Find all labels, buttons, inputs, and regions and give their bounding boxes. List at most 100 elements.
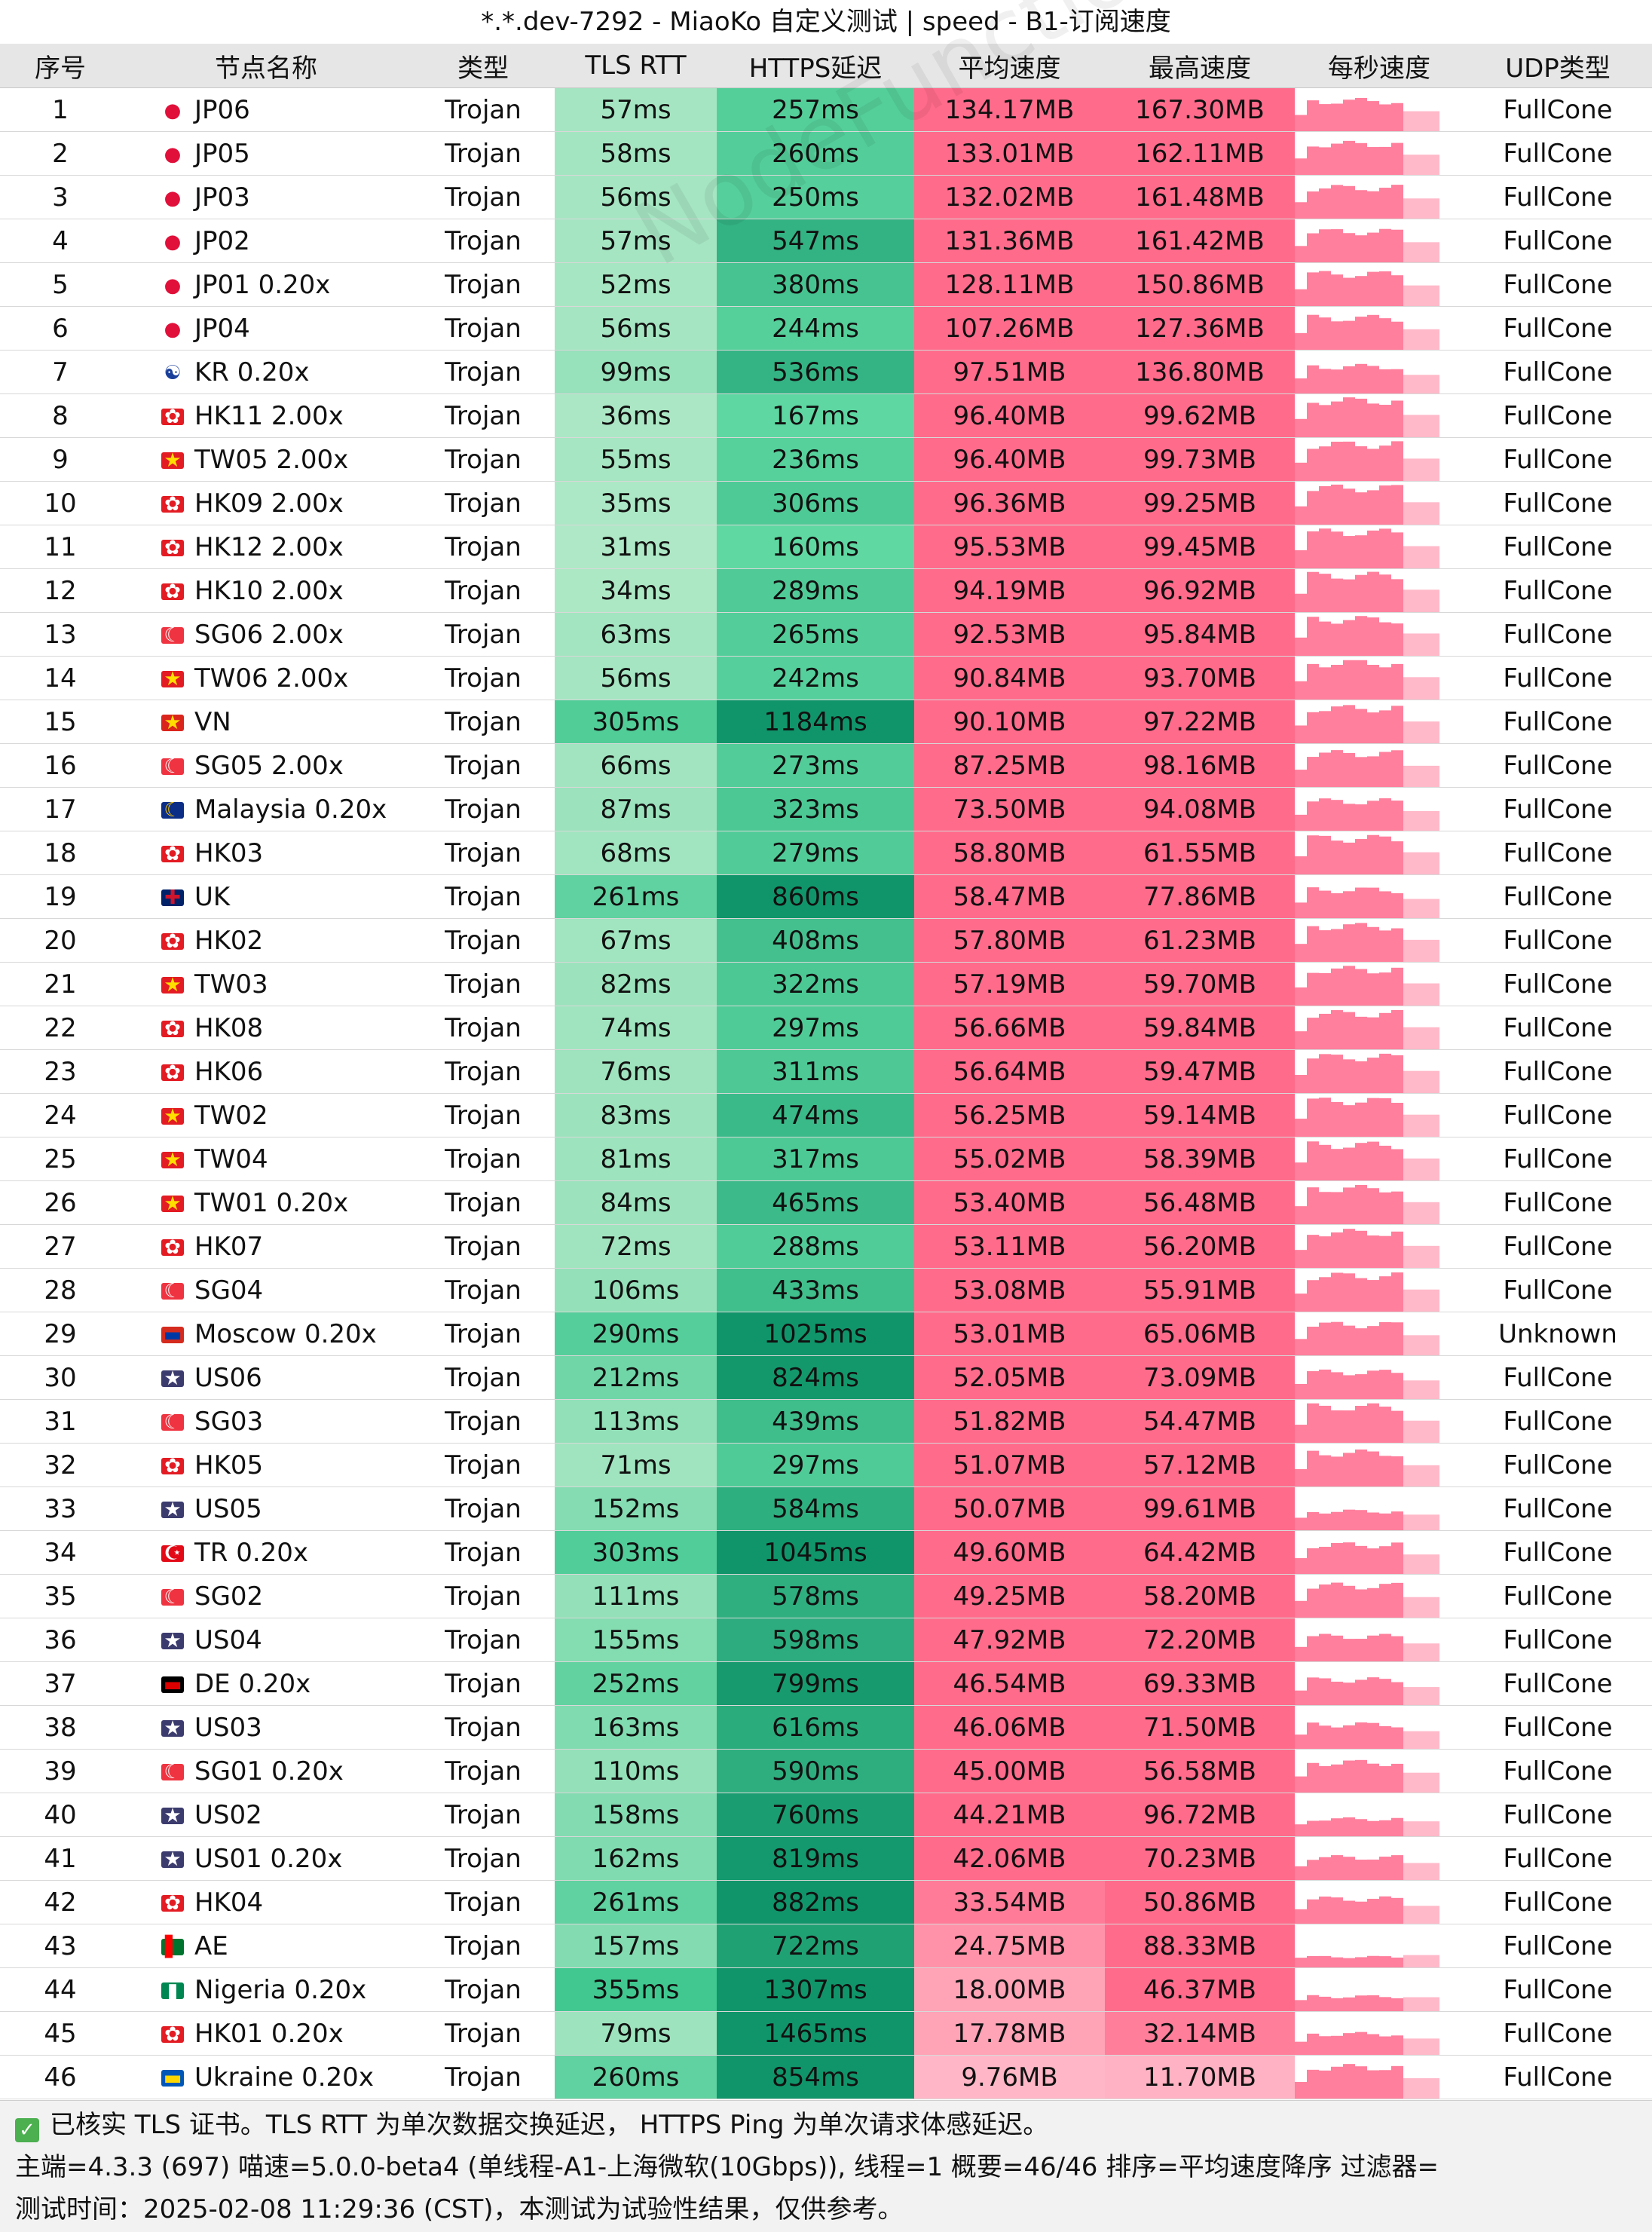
- speed-bar: [1307, 491, 1319, 525]
- table-row[interactable]: 31 ☾ SG03 Trojan 113ms 439ms 51.82MB 54.47MB Ful…: [0, 1399, 1652, 1444]
- speed-bar: [1355, 492, 1367, 525]
- table-row[interactable]: 19 ✚ UK Trojan 261ms 860ms 58.47MB 77.86MB FullC…: [0, 874, 1652, 919]
- speed-bar: [1415, 375, 1427, 393]
- table-row[interactable]: 43 ▌ AE Trojan 157ms 722ms 24.75MB 88.33MB FullC…: [0, 1924, 1652, 1968]
- table-row[interactable]: 17 ☾ Malaysia 0.20x Trojan 87ms 323ms 73.50MB 9…: [0, 787, 1652, 831]
- table-row[interactable]: 23 ✿ HK06 Trojan 76ms 311ms 56.64MB 59.47MB Full…: [0, 1049, 1652, 1094]
- column-header-tls-rtt[interactable]: TLS RTT: [555, 44, 717, 88]
- table-row[interactable]: 5 ● JP01 0.20x Trojan 52ms 380ms 128.11MB 150.8…: [0, 262, 1652, 307]
- table-row[interactable]: 33 ★ US05 Trojan 152ms 584ms 50.07MB 99.61MB Ful…: [0, 1486, 1652, 1531]
- column-header-avg-speed[interactable]: 平均速度: [914, 44, 1105, 88]
- speed-bar: [1391, 275, 1403, 306]
- speed-bar: [1355, 1328, 1367, 1355]
- speed-bar: [1391, 1149, 1403, 1180]
- table-row[interactable]: 29 ▬ Moscow 0.20x Trojan 290ms 1025ms 53.01MB 6…: [0, 1312, 1652, 1356]
- table-row[interactable]: 20 ✿ HK02 Trojan 67ms 408ms 57.80MB 61.23MB Full…: [0, 918, 1652, 963]
- table-row[interactable]: 42 ✿ HK04 Trojan 261ms 882ms 33.54MB 50.86MB Ful…: [0, 1880, 1652, 1924]
- udp-type-value: Unknown: [1464, 1312, 1652, 1356]
- speed-bar: [1295, 1250, 1307, 1268]
- table-row[interactable]: 11 ✿ HK12 2.00x Trojan 31ms 160ms 95.53MB 99.45…: [0, 525, 1652, 569]
- column-header-max-speed[interactable]: 最高速度: [1105, 44, 1295, 88]
- protocol-type: Trojan: [411, 1924, 555, 1968]
- speed-bar: [1295, 246, 1307, 262]
- speed-bar: [1295, 1866, 1307, 1880]
- speed-bar: [1319, 1820, 1331, 1836]
- tls-rtt-value: 260ms: [555, 2055, 717, 2099]
- column-header-https-latency[interactable]: HTTPS延迟: [717, 44, 914, 88]
- column-header-udp-type[interactable]: UDP类型: [1464, 44, 1652, 88]
- row-index: 40: [0, 1793, 121, 1837]
- table-row[interactable]: 44 ▮ Nigeria 0.20x Trojan 355ms 1307ms 18.00MB…: [0, 1967, 1652, 2012]
- speed-bar: [1307, 926, 1319, 962]
- row-index: 1: [0, 87, 121, 132]
- column-header-type[interactable]: 类型: [411, 44, 555, 88]
- table-row[interactable]: 34 ☪ TR 0.20x Trojan 303ms 1045ms 49.60MB 64.42…: [0, 1530, 1652, 1575]
- speed-bar: [1379, 1145, 1391, 1180]
- speed-bar: [1415, 285, 1427, 306]
- speed-bar: [1295, 637, 1307, 656]
- table-row[interactable]: 26 ★ TW01 0.20x Trojan 84ms 465ms 53.40MB 56.48…: [0, 1180, 1652, 1225]
- row-index: 20: [0, 918, 121, 963]
- column-header-per-second-speed[interactable]: 每秒速度: [1295, 44, 1464, 88]
- column-header-node-name[interactable]: 节点名称: [121, 44, 411, 88]
- table-row[interactable]: 2 ● JP05 Trojan 58ms 260ms 133.01MB 162.11MB Ful…: [0, 131, 1652, 176]
- table-row[interactable]: 39 ☾ SG01 0.20x Trojan 110ms 590ms 45.00MB 56.5…: [0, 1749, 1652, 1793]
- table-row[interactable]: 24 ★ TW02 Trojan 83ms 474ms 56.25MB 59.14MB Full…: [0, 1093, 1652, 1137]
- speed-bar: [1367, 530, 1379, 568]
- table-row[interactable]: 36 ★ US04 Trojan 155ms 598ms 47.92MB 72.20MB Ful…: [0, 1618, 1652, 1662]
- table-row[interactable]: 46 ▬ Ukraine 0.20x Trojan 260ms 854ms 9.76MB 11…: [0, 2055, 1652, 2099]
- table-row[interactable]: 15 ★ VN Trojan 305ms 1184ms 90.10MB 97.22MB Full…: [0, 700, 1652, 744]
- table-row[interactable]: 14 ★ TW06 2.00x Trojan 56ms 242ms 90.84MB 93.70…: [0, 656, 1652, 700]
- table-row[interactable]: 25 ★ TW04 Trojan 81ms 317ms 55.02MB 58.39MB Full…: [0, 1137, 1652, 1181]
- speed-bar: [1331, 1321, 1343, 1355]
- speed-bar: [1427, 329, 1439, 350]
- table-row[interactable]: 35 ☾ SG02 Trojan 111ms 578ms 49.25MB 58.20MB Ful…: [0, 1574, 1652, 1618]
- speed-bar: [1403, 939, 1415, 962]
- table-row[interactable]: 41 ★ US01 0.20x Trojan 162ms 819ms 42.06MB 70.2…: [0, 1836, 1652, 1881]
- table-row[interactable]: 45 ✿ HK01 0.20x Trojan 79ms 1465ms 17.78MB 32.1…: [0, 2011, 1652, 2056]
- table-row[interactable]: 6 ● JP04 Trojan 56ms 244ms 107.26MB 127.36MB Ful…: [0, 306, 1652, 351]
- table-row[interactable]: 16 ☾ SG05 2.00x Trojan 66ms 273ms 87.25MB 98.16…: [0, 743, 1652, 788]
- per-second-speed-sparkline: [1295, 1137, 1464, 1181]
- speed-bar: [1307, 314, 1319, 350]
- table-row[interactable]: 38 ★ US03 Trojan 163ms 616ms 46.06MB 71.50MB Ful…: [0, 1705, 1652, 1750]
- https-latency-value: 616ms: [717, 1705, 914, 1750]
- speed-bar: [1379, 891, 1391, 918]
- per-second-speed-sparkline: [1295, 1355, 1464, 1400]
- speed-bar: [1331, 321, 1343, 350]
- table-row[interactable]: 1 ● JP06 Trojan 57ms 257ms 134.17MB 167.30MB Ful…: [0, 87, 1652, 132]
- table-row[interactable]: 18 ✿ HK03 Trojan 68ms 279ms 58.80MB 61.55MB Full…: [0, 831, 1652, 875]
- table-row[interactable]: 28 ☾ SG04 Trojan 106ms 433ms 53.08MB 55.91MB Ful…: [0, 1268, 1652, 1312]
- per-second-speed-sparkline: [1295, 1530, 1464, 1575]
- row-index: 29: [0, 1312, 121, 1356]
- table-row[interactable]: 8 ✿ HK11 2.00x Trojan 36ms 167ms 96.40MB 99.62M…: [0, 393, 1652, 438]
- table-row[interactable]: 40 ★ US02 Trojan 158ms 760ms 44.21MB 96.72MB Ful…: [0, 1793, 1652, 1837]
- speed-bar: [1391, 1582, 1403, 1618]
- table-row[interactable]: 27 ✿ HK07 Trojan 72ms 288ms 53.11MB 56.20MB Full…: [0, 1224, 1652, 1269]
- table-row[interactable]: 30 ★ US06 Trojan 212ms 824ms 52.05MB 73.09MB Ful…: [0, 1355, 1652, 1400]
- speed-bar: [1307, 1995, 1319, 2011]
- table-row[interactable]: 3 ● JP03 Trojan 56ms 250ms 132.02MB 161.48MB Ful…: [0, 175, 1652, 219]
- table-row[interactable]: 4 ● JP02 Trojan 57ms 547ms 131.36MB 161.42MB Ful…: [0, 219, 1652, 263]
- speed-bar: [1319, 621, 1331, 656]
- speed-bar: [1367, 449, 1379, 481]
- table-row[interactable]: 21 ★ TW03 Trojan 82ms 322ms 57.19MB 59.70MB Full…: [0, 962, 1652, 1006]
- column-header-index[interactable]: 序号: [0, 44, 121, 88]
- udp-type-value: FullCone: [1464, 1006, 1652, 1050]
- speed-bar: [1415, 1514, 1427, 1530]
- table-row[interactable]: 13 ☾ SG06 2.00x Trojan 63ms 265ms 92.53MB 95.84…: [0, 612, 1652, 657]
- table-row[interactable]: 12 ✿ HK10 2.00x Trojan 34ms 289ms 94.19MB 96.92…: [0, 568, 1652, 613]
- speed-bar: [1319, 1633, 1331, 1661]
- speed-bar: [1331, 143, 1343, 175]
- table-row[interactable]: 9 ★ TW05 2.00x Trojan 55ms 236ms 96.40MB 99.73M…: [0, 437, 1652, 482]
- node-name-cell: ☾ SG03: [121, 1399, 411, 1444]
- table-row[interactable]: 10 ✿ HK09 2.00x Trojan 35ms 306ms 96.36MB 99.25…: [0, 481, 1652, 525]
- speed-sparkline-chart: [1295, 1185, 1439, 1224]
- speed-bar: [1331, 229, 1343, 262]
- table-row[interactable]: 37 ▬ DE 0.20x Trojan 252ms 799ms 46.54MB 69.33M…: [0, 1661, 1652, 1706]
- speed-bar: [1355, 1860, 1367, 1880]
- node-name: VN: [194, 706, 231, 737]
- table-row[interactable]: 7 ☯ KR 0.20x Trojan 99ms 536ms 97.51MB 136.80MB…: [0, 350, 1652, 394]
- table-row[interactable]: 32 ✿ HK05 Trojan 71ms 297ms 51.07MB 57.12MB Full…: [0, 1443, 1652, 1487]
- table-row[interactable]: 22 ✿ HK08 Trojan 74ms 297ms 56.66MB 59.84MB Full…: [0, 1006, 1652, 1050]
